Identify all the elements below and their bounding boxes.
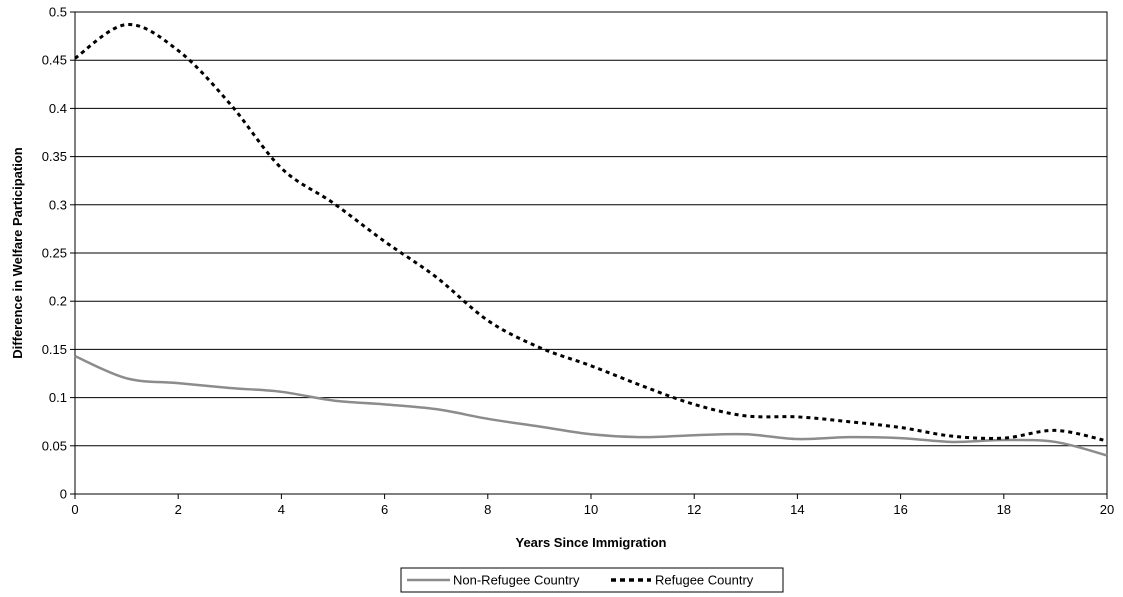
legend-label-non-refugee: Non-Refugee Country	[453, 573, 580, 588]
series-non-refugee-country	[75, 356, 1107, 455]
y-tick-label: 0.15	[42, 342, 67, 357]
x-tick-label: 20	[1100, 502, 1114, 517]
x-tick-label: 2	[175, 502, 182, 517]
series-refugee-country	[75, 24, 1107, 441]
x-tick-label: 4	[278, 502, 285, 517]
x-tick-label: 0	[71, 502, 78, 517]
x-tick-label: 18	[997, 502, 1011, 517]
legend: Non-Refugee Country Refugee Country	[401, 568, 783, 592]
x-tick-label: 16	[893, 502, 907, 517]
y-tick-label: 0.35	[42, 149, 67, 164]
y-tick-label: 0.45	[42, 53, 67, 68]
y-tick-label: 0.3	[49, 197, 67, 212]
y-tick-label: 0	[60, 487, 67, 502]
y-axis: 0 0.05 0.1 0.15 0.2 0.25 0.3 0.35 0.4 0.45 0.5	[42, 5, 75, 502]
y-tick-label: 0.5	[49, 5, 67, 20]
x-axis-title: Years Since Immigration	[515, 535, 666, 550]
y-tick-label: 0.1	[49, 390, 67, 405]
legend-label-refugee: Refugee Country	[655, 573, 754, 588]
y-tick-label: 0.4	[49, 101, 67, 116]
x-axis: 0 2 4 6 8 10 12 14 16 18 20	[71, 494, 1114, 517]
x-tick-label: 6	[381, 502, 388, 517]
x-tick-label: 12	[687, 502, 701, 517]
y-tick-label: 0.05	[42, 438, 67, 453]
y-tick-label: 0.25	[42, 246, 67, 261]
x-tick-label: 14	[790, 502, 804, 517]
x-tick-label: 8	[484, 502, 491, 517]
y-tick-label: 0.2	[49, 294, 67, 309]
y-axis-title: Difference in Welfare Participation	[10, 147, 25, 358]
series-layer	[75, 24, 1107, 455]
x-tick-label: 10	[584, 502, 598, 517]
